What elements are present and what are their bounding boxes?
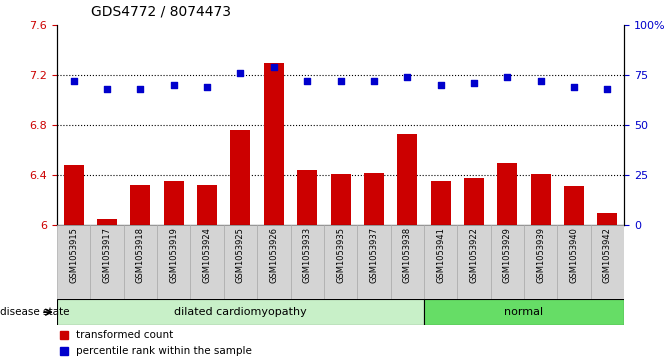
Bar	[257, 225, 291, 299]
Text: GSM1053940: GSM1053940	[570, 227, 578, 283]
Point	[468, 80, 479, 86]
Bar	[491, 225, 524, 299]
Bar	[391, 225, 424, 299]
Bar	[230, 130, 250, 225]
Bar	[424, 225, 457, 299]
Bar	[464, 178, 484, 225]
Bar	[497, 163, 517, 225]
Bar	[191, 225, 224, 299]
Bar	[157, 225, 191, 299]
Bar	[57, 225, 91, 299]
Point	[336, 78, 346, 84]
Point	[368, 78, 379, 84]
Text: GSM1053942: GSM1053942	[603, 227, 612, 283]
Bar	[64, 165, 84, 225]
Text: GSM1053938: GSM1053938	[403, 227, 412, 284]
Text: GSM1053925: GSM1053925	[236, 227, 245, 283]
Text: dilated cardiomyopathy: dilated cardiomyopathy	[174, 307, 307, 317]
Point	[402, 74, 413, 80]
Bar	[357, 225, 391, 299]
Bar	[558, 225, 590, 299]
Bar	[97, 219, 117, 225]
Bar	[424, 299, 624, 325]
Bar	[564, 186, 584, 225]
Bar	[331, 174, 350, 225]
Point	[235, 70, 246, 76]
Point	[135, 86, 146, 92]
Text: normal: normal	[505, 307, 544, 317]
Bar	[431, 182, 451, 225]
Text: GSM1053929: GSM1053929	[503, 227, 512, 283]
Text: GSM1053935: GSM1053935	[336, 227, 345, 283]
Bar	[590, 225, 624, 299]
Text: GSM1053919: GSM1053919	[169, 227, 178, 283]
Text: GSM1053918: GSM1053918	[136, 227, 145, 283]
Bar	[297, 170, 317, 225]
Text: GSM1053941: GSM1053941	[436, 227, 445, 283]
Bar	[457, 225, 491, 299]
Text: GSM1053915: GSM1053915	[69, 227, 79, 283]
Bar	[324, 225, 357, 299]
Point	[502, 74, 513, 80]
Point	[68, 78, 79, 84]
Point	[102, 86, 113, 92]
Bar	[291, 225, 324, 299]
Text: GSM1053933: GSM1053933	[303, 227, 312, 284]
Text: disease state: disease state	[0, 307, 70, 317]
Bar	[123, 225, 157, 299]
Bar	[197, 185, 217, 225]
Point	[268, 65, 279, 70]
Text: GDS4772 / 8074473: GDS4772 / 8074473	[91, 4, 231, 18]
Point	[168, 82, 179, 88]
Text: GSM1053937: GSM1053937	[369, 227, 378, 284]
Bar	[531, 174, 551, 225]
Bar	[264, 63, 284, 225]
Text: percentile rank within the sample: percentile rank within the sample	[76, 346, 252, 356]
Point	[568, 84, 579, 90]
Point	[535, 78, 546, 84]
Bar	[91, 225, 123, 299]
Bar	[364, 173, 384, 225]
Text: GSM1053924: GSM1053924	[203, 227, 211, 283]
Bar	[164, 182, 184, 225]
Text: transformed count: transformed count	[76, 330, 173, 340]
Bar	[524, 225, 558, 299]
Point	[302, 78, 313, 84]
Bar	[57, 299, 424, 325]
Bar	[597, 213, 617, 225]
Text: GSM1053917: GSM1053917	[103, 227, 111, 283]
Text: GSM1053926: GSM1053926	[269, 227, 278, 283]
Point	[435, 82, 446, 88]
Point	[202, 84, 213, 90]
Bar	[397, 134, 417, 225]
Text: GSM1053939: GSM1053939	[536, 227, 545, 283]
Text: GSM1053922: GSM1053922	[470, 227, 478, 283]
Point	[602, 86, 613, 92]
Bar	[130, 185, 150, 225]
Bar	[224, 225, 257, 299]
